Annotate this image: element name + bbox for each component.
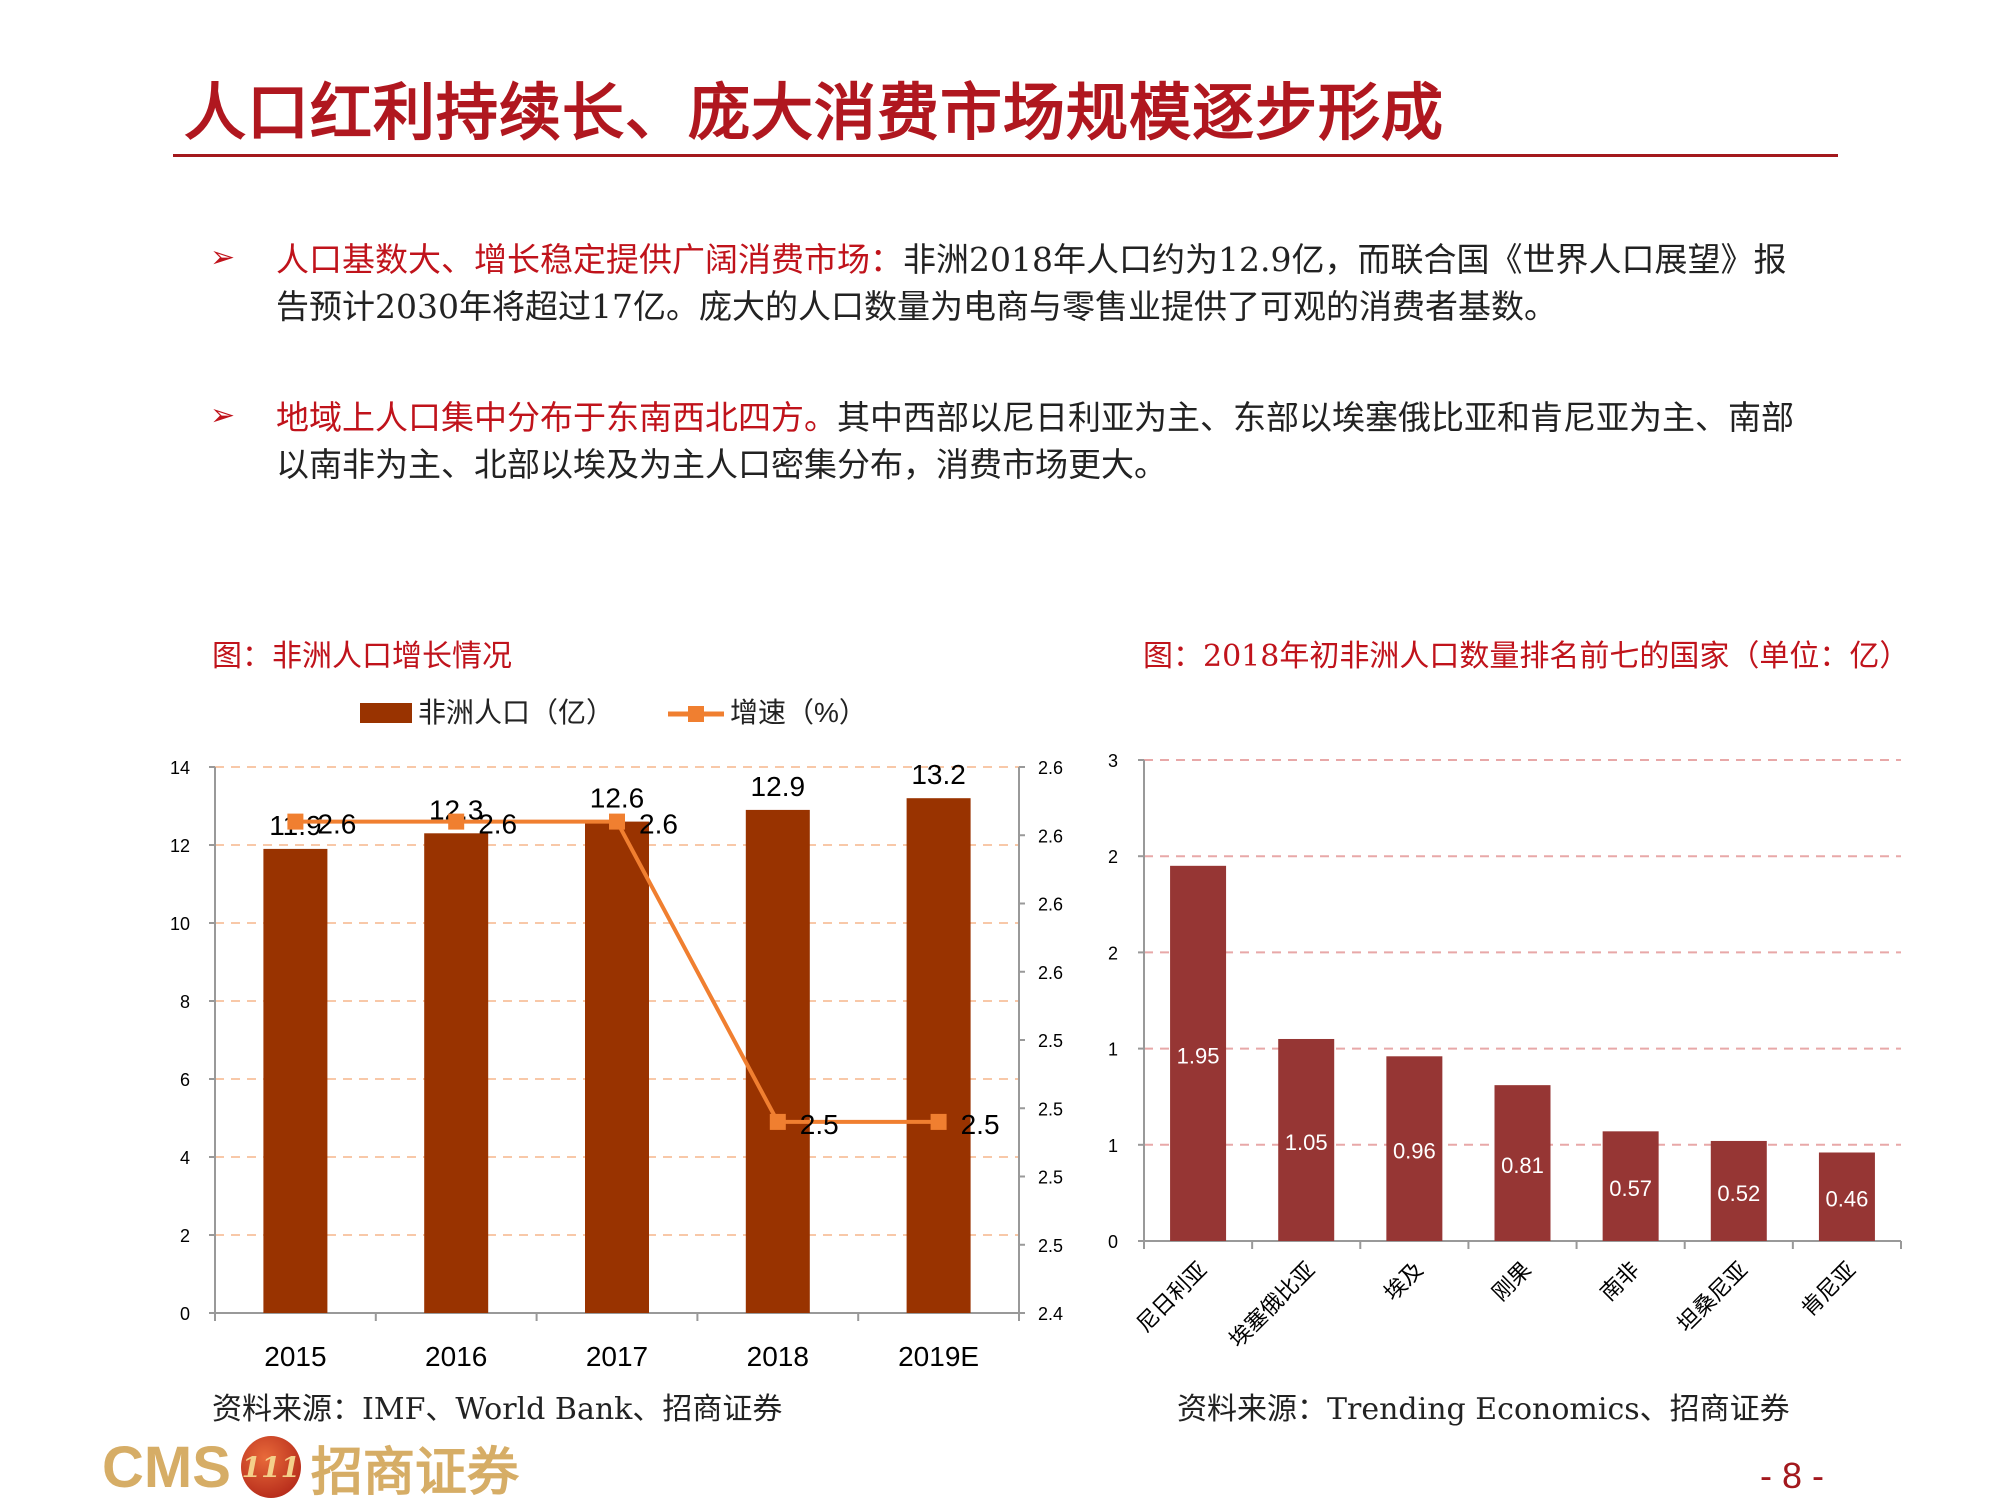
- left-chart-caption: 图：非洲人口增长情况: [212, 639, 512, 674]
- legend-line-label: 增速（%）: [730, 697, 867, 728]
- bar: [263, 848, 328, 1313]
- logo-badge-icon: 111: [240, 1436, 301, 1498]
- line-marker: [448, 813, 465, 830]
- bullet-1: 人口基数大、增长稳定提供广阔消费市场：非洲2018年人口约为12.9亿，而联合国…: [276, 236, 1816, 330]
- page-number: - 8 -: [1760, 1455, 1825, 1496]
- left-tick-label: 14: [170, 758, 190, 778]
- right-tick-label: 2.5: [1038, 1099, 1063, 1119]
- x-tick-label: 2015: [264, 1341, 326, 1372]
- left-tick-label: 10: [170, 914, 190, 934]
- left-tick-label: 6: [180, 1070, 190, 1090]
- bar-data-label: 12.9: [751, 771, 806, 802]
- x-tick-label: 2019E: [898, 1341, 979, 1372]
- title-divider: [173, 154, 1838, 157]
- right-source: 资料来源：Trending Economics、招商证券: [1177, 1392, 1790, 1427]
- legend-line-marker: [688, 706, 704, 722]
- left-tick-label: 0: [180, 1304, 190, 1324]
- cms-logo: CMS 111 招商证券: [102, 1434, 519, 1500]
- line-data-label: 2.6: [478, 809, 517, 840]
- right-tick-label: 2.6: [1038, 895, 1063, 915]
- legend-bar-swatch: [360, 703, 412, 723]
- bullet-1-highlight: 人口基数大、增长稳定提供广阔消费市场：: [276, 240, 903, 279]
- right-tick-label: 2.6: [1038, 826, 1063, 846]
- right-tick-label: 2.4: [1038, 1304, 1063, 1324]
- logo-cn: 招商证券: [310, 1442, 519, 1500]
- x-tick-label: 2018: [747, 1341, 809, 1372]
- line-data-label: 2.6: [317, 809, 356, 840]
- right-tick-label: 2.5: [1038, 1031, 1063, 1051]
- x-tick-label: 2017: [586, 1341, 648, 1372]
- arrowhead-icon: ➢: [210, 398, 236, 433]
- bar: [745, 809, 810, 1313]
- right-tick-label: 2.6: [1038, 963, 1063, 983]
- line-data-label: 2.5: [961, 1109, 1000, 1140]
- bar: [585, 821, 649, 1313]
- line-marker: [769, 1113, 786, 1130]
- bar: [906, 798, 971, 1313]
- left-source: 资料来源：IMF、World Bank、招商证券: [212, 1392, 783, 1427]
- arrowhead-icon: ➢: [210, 240, 236, 275]
- bullet-2-highlight: 地域上人口集中分布于东南西北四方。: [276, 398, 837, 437]
- x-tick-label: 2016: [425, 1341, 487, 1372]
- left-tick-label: 4: [180, 1148, 190, 1168]
- right-tick-label: 2.6: [1038, 758, 1063, 778]
- legend-bar-label: 非洲人口（亿）: [418, 697, 614, 728]
- line-data-label: 2.5: [800, 1109, 839, 1140]
- right-tick-label: 2.5: [1038, 1236, 1063, 1256]
- bullet-1-text: 非洲2018年人口约为12.9亿，而联合国《世界人口展望》报告预计2030年将超…: [276, 240, 1787, 326]
- line-data-label: 2.6: [639, 809, 678, 840]
- left-tick-label: 8: [180, 992, 190, 1012]
- bar: [424, 833, 489, 1313]
- line-marker: [609, 813, 625, 830]
- logo-text: CMS: [102, 1434, 231, 1500]
- bar-data-label: 12.6: [590, 783, 645, 814]
- right-tick-label: 2.5: [1038, 1168, 1063, 1188]
- bullet-2: 地域上人口集中分布于东南西北四方。其中西部以尼日利亚为主、东部以埃塞俄比亚和肯尼…: [276, 394, 1816, 488]
- left-tick-label: 2: [180, 1226, 190, 1246]
- bar-data-label: 13.2: [911, 759, 966, 790]
- page-title: 人口红利持续长、庞大消费市场规模逐步形成: [184, 76, 1445, 149]
- right-chart-caption: 图：2018年初非洲人口数量排名前七的国家（单位：亿）: [1143, 639, 1910, 674]
- line-marker: [930, 1113, 947, 1130]
- left-tick-label: 12: [170, 836, 190, 856]
- bullet-2-text: 其中西部以尼日利亚为主、东部以埃塞俄比亚和肯尼亚为主、南部以南非为主、北部以埃及…: [276, 398, 1794, 484]
- line-marker: [287, 813, 304, 830]
